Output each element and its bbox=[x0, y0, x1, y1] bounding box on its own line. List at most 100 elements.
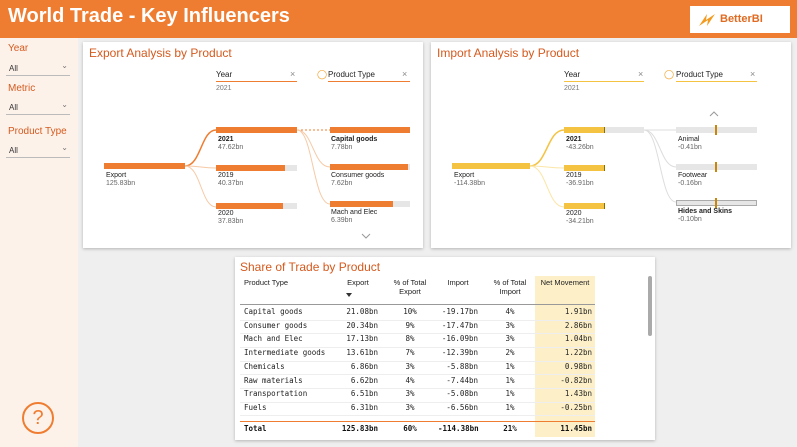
node-marker bbox=[715, 198, 717, 208]
row-rule bbox=[240, 415, 595, 417]
filter-value: All bbox=[9, 64, 18, 73]
node-bar[interactable] bbox=[216, 127, 297, 133]
table-cell: 3% bbox=[405, 389, 415, 399]
table-cell: 3% bbox=[405, 402, 415, 412]
node-label: Capital goods bbox=[331, 136, 378, 143]
table-cell: 1.22bn bbox=[564, 348, 592, 358]
table-cell: Transportation bbox=[244, 389, 308, 399]
filter-dropdown[interactable]: All ⌄ bbox=[6, 143, 70, 158]
total-cell: 21% bbox=[503, 424, 517, 433]
table-cell: Consumer goods bbox=[244, 320, 308, 330]
table-cell: 1% bbox=[505, 389, 515, 399]
table-cell: 2.86bn bbox=[564, 320, 592, 330]
table-cell: 7% bbox=[405, 348, 415, 358]
table-cell: 17.13bn bbox=[346, 334, 378, 344]
filter-dropdown[interactable]: All ⌄ bbox=[6, 100, 70, 115]
node-value: -0.41bn bbox=[678, 144, 702, 151]
total-cell: 11.45bn bbox=[560, 424, 592, 433]
filter-value: All bbox=[9, 146, 18, 155]
table-cell: -19.17bn bbox=[441, 307, 478, 316]
table-cell: Intermediate goods bbox=[244, 348, 326, 358]
header bbox=[0, 0, 797, 38]
table-cell: -7.44bn bbox=[446, 375, 478, 385]
remove-button[interactable]: × bbox=[750, 69, 756, 79]
logo-icon bbox=[699, 14, 715, 26]
help-button[interactable]: ? bbox=[22, 402, 54, 434]
total-cell: 60% bbox=[403, 424, 417, 433]
table-cell: 3% bbox=[405, 361, 415, 371]
column-header: % of Total Export bbox=[393, 278, 427, 296]
remove-button[interactable]: × bbox=[290, 69, 296, 79]
table-cell: -5.08bn bbox=[446, 389, 478, 399]
node-label: 2019 bbox=[566, 172, 582, 179]
table-cell: -12.39bn bbox=[441, 348, 478, 358]
node-value: -36.91bn bbox=[566, 180, 594, 187]
node-bar[interactable] bbox=[564, 127, 605, 133]
filter-dropdown[interactable]: All ⌄ bbox=[6, 61, 70, 76]
table-cell: 4% bbox=[405, 375, 415, 385]
node-bar[interactable] bbox=[216, 165, 285, 171]
filter-label: Product Type bbox=[8, 126, 67, 137]
logo-box bbox=[690, 6, 790, 33]
table-cell: 21.08bn bbox=[346, 307, 378, 316]
node-bar[interactable] bbox=[564, 203, 605, 209]
table-cell: 3% bbox=[505, 334, 515, 344]
node-value: 7.62bn bbox=[331, 180, 353, 187]
table-cell: 1.04bn bbox=[564, 334, 592, 344]
total-cell: -114.38bn bbox=[438, 424, 479, 433]
sidebar bbox=[0, 38, 78, 447]
table-cell: -17.47bn bbox=[441, 320, 478, 330]
column-header: Product Type bbox=[244, 278, 289, 287]
node-value: -0.10bn bbox=[678, 216, 702, 223]
table-cell: Fuels bbox=[244, 402, 267, 412]
column-header: Product Type bbox=[676, 70, 723, 79]
node-bar[interactable] bbox=[216, 203, 283, 209]
table-cell: 6.86bn bbox=[350, 361, 378, 371]
table-cell: 3% bbox=[505, 320, 515, 330]
sort-indicator[interactable] bbox=[346, 293, 352, 297]
node-value: -0.16bn bbox=[678, 180, 702, 187]
table-cell: Chemicals bbox=[244, 361, 285, 371]
node-bar[interactable] bbox=[330, 164, 408, 170]
node-label: Export bbox=[454, 172, 475, 179]
node-bar[interactable] bbox=[330, 201, 393, 207]
node-value: -114.38bn bbox=[454, 180, 486, 187]
table-cell: 1.91bn bbox=[564, 307, 592, 316]
node-label: 2020 bbox=[566, 210, 582, 217]
node-marker bbox=[715, 125, 717, 135]
row-rule bbox=[240, 346, 595, 348]
node-value: -34.21bn bbox=[566, 218, 594, 225]
column-header: Net Movement bbox=[540, 278, 590, 287]
table-cell: Raw materials bbox=[244, 375, 303, 385]
table-cell: 20.34bn bbox=[346, 320, 378, 330]
node-value: 7.78bn bbox=[331, 144, 353, 151]
table-cell: 4% bbox=[505, 307, 515, 316]
table-cell: -0.25bn bbox=[560, 402, 592, 412]
panel-title: Share of Trade by Product bbox=[240, 260, 381, 274]
node-label: Animal bbox=[678, 136, 700, 143]
node-value: 40.37bn bbox=[218, 180, 244, 187]
node-value: 6.39bn bbox=[331, 217, 353, 224]
remove-button[interactable]: × bbox=[402, 69, 408, 79]
node-bar[interactable] bbox=[452, 163, 530, 169]
node-bar[interactable] bbox=[564, 165, 605, 171]
node-label: 2019 bbox=[218, 172, 234, 179]
total-rule bbox=[240, 421, 595, 422]
scrollbar[interactable] bbox=[648, 276, 652, 336]
table-cell: 0.98bn bbox=[564, 361, 592, 371]
table-cell: 1% bbox=[505, 375, 515, 385]
node-label: Hides and Skins bbox=[678, 208, 733, 215]
underline bbox=[328, 81, 410, 82]
row-rule bbox=[240, 388, 595, 389]
remove-button[interactable]: × bbox=[638, 69, 644, 79]
column-header: Export bbox=[347, 278, 369, 287]
node-bar[interactable] bbox=[104, 163, 185, 169]
row-rule bbox=[240, 401, 595, 403]
table-cell: -6.56bn bbox=[446, 402, 478, 412]
table-cell: -0.82bn bbox=[560, 375, 592, 385]
node-bar[interactable] bbox=[330, 127, 410, 133]
node-marker bbox=[715, 162, 717, 172]
table-cell: 6.31bn bbox=[350, 402, 378, 412]
row-rule bbox=[240, 374, 595, 376]
column-selection: 2021 bbox=[216, 85, 232, 92]
